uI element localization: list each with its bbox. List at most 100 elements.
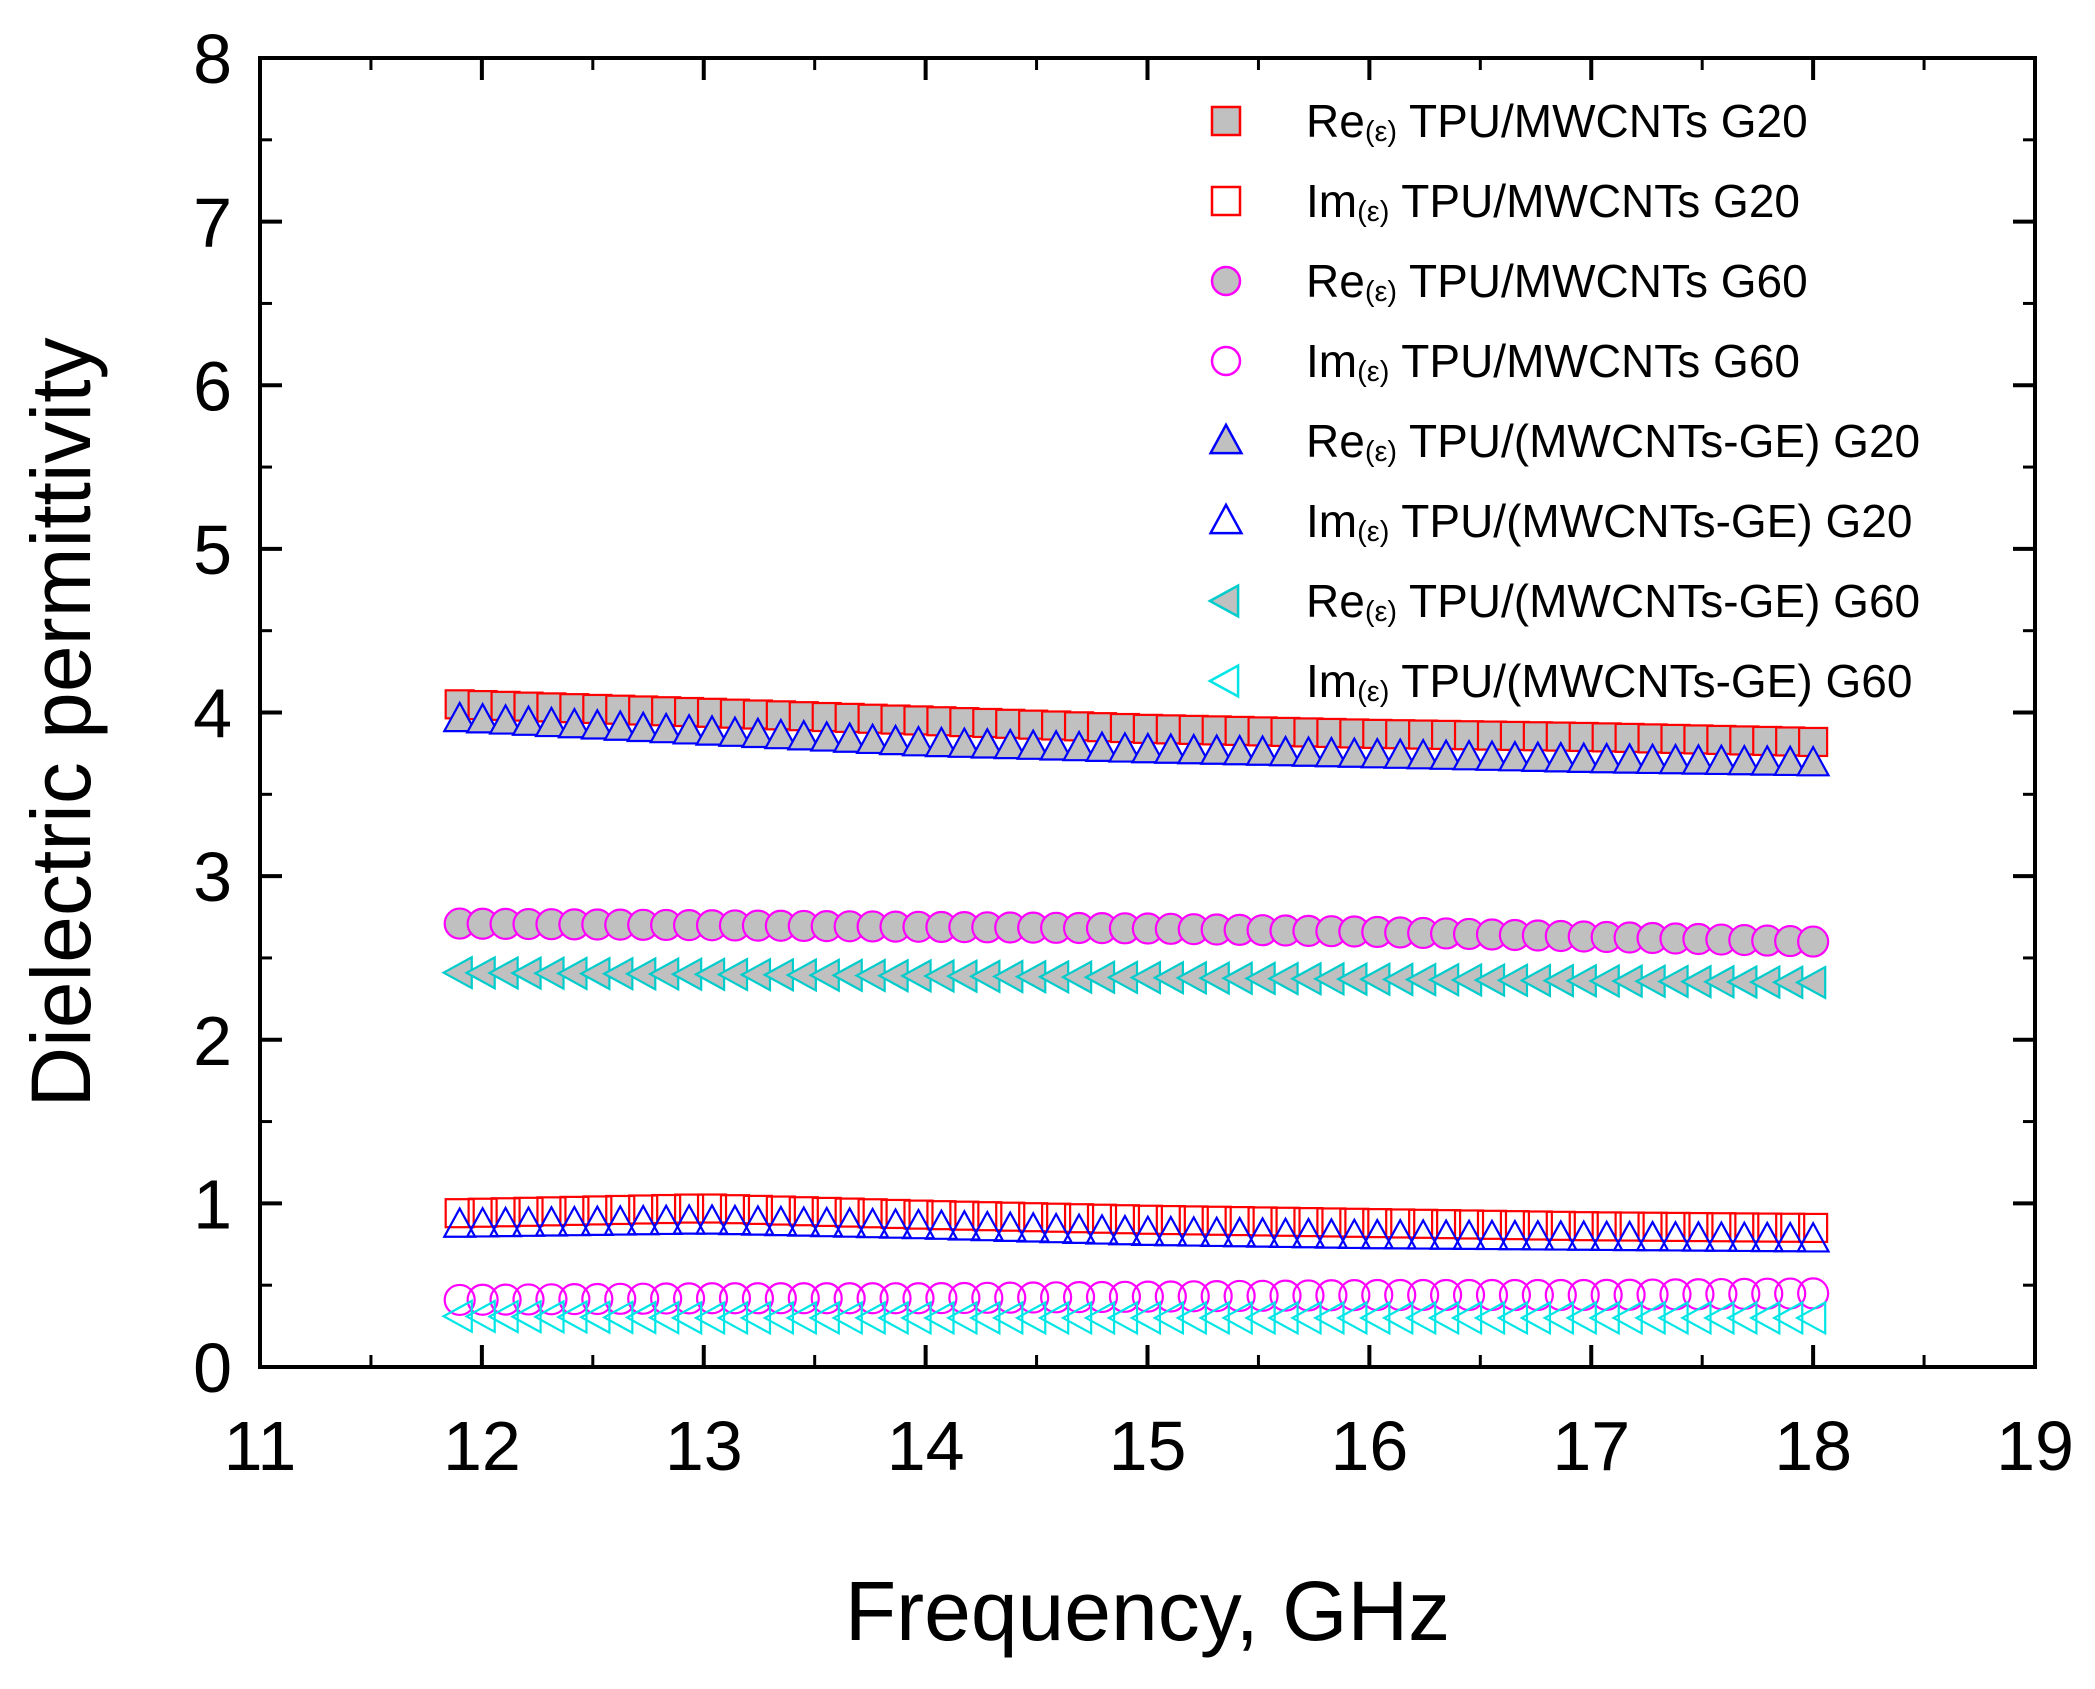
- legend-label-prefix: Im: [1306, 175, 1357, 227]
- data-point: [968, 1300, 1001, 1336]
- data-point: [1428, 1218, 1464, 1250]
- data-point: [581, 1282, 614, 1316]
- data-point: [1038, 729, 1074, 761]
- legend-label-prefix: Re: [1306, 255, 1365, 307]
- data-point: [1018, 1202, 1049, 1233]
- data-point: [1314, 1217, 1349, 1249]
- data-point: [1267, 1300, 1299, 1336]
- data-point: [578, 1299, 611, 1335]
- data-point: [1794, 1300, 1827, 1336]
- data-point: [490, 1197, 521, 1228]
- data-point: [901, 1207, 936, 1240]
- data-point: [1200, 1280, 1233, 1313]
- data-point: [948, 1281, 981, 1315]
- data-point: [1176, 1215, 1212, 1247]
- data-point: [878, 723, 913, 756]
- data-point: [741, 1282, 775, 1315]
- legend-marker-s6: [1208, 502, 1244, 535]
- data-point: [625, 710, 661, 743]
- data-point: [809, 1205, 844, 1238]
- data-point: [1405, 1218, 1441, 1250]
- data-point: [1450, 1300, 1483, 1336]
- data-point: [1085, 1280, 1119, 1314]
- data-point: [765, 1195, 796, 1226]
- legend-label-subscript: (ε): [1365, 436, 1397, 468]
- data-point: [1658, 1219, 1693, 1252]
- data-point: [1037, 1300, 1070, 1336]
- legend-marker-s7: [1207, 583, 1240, 619]
- data-point: [1543, 1219, 1579, 1251]
- data-point: [1748, 1300, 1781, 1336]
- data-point: [1727, 1220, 1762, 1253]
- data-point: [1474, 1218, 1510, 1251]
- x-tick-label: 14: [887, 1407, 965, 1485]
- data-point: [855, 722, 890, 755]
- data-point: [1451, 738, 1487, 771]
- data-point: [534, 705, 569, 738]
- data-point: [1131, 1280, 1164, 1313]
- data-point: [1566, 1219, 1601, 1251]
- data-point: [536, 1196, 567, 1227]
- data-point: [1130, 1214, 1166, 1247]
- legend-label: Re(ε) TPU/MWCNTs G20: [1306, 95, 1808, 148]
- series-s3: [443, 907, 1830, 958]
- legend-item: Im(ε) TPU/MWCNTs G60: [1210, 335, 1800, 388]
- data-point: [558, 1283, 591, 1316]
- data-point: [994, 1281, 1027, 1314]
- legend-label-text: TPU/(MWCNTs-GE) G60: [1397, 575, 1920, 627]
- legend-item: Re(ε) TPU/(MWCNTs-GE) G20: [1208, 415, 1920, 468]
- data-point: [1014, 1300, 1047, 1336]
- data-point: [1794, 965, 1827, 1000]
- data-point: [1749, 744, 1785, 776]
- data-point: [580, 708, 615, 740]
- data-point: [785, 1300, 817, 1336]
- data-point: [1566, 741, 1601, 773]
- data-point: [764, 1282, 797, 1315]
- data-point: [512, 1283, 545, 1316]
- legend-label-subscript: (ε): [1357, 676, 1389, 708]
- data-point: [648, 711, 684, 744]
- data-point: [511, 704, 546, 736]
- data-point: [1312, 1300, 1345, 1336]
- data-point: [1084, 730, 1120, 762]
- data-point: [1245, 1216, 1280, 1248]
- data-point: [535, 1283, 568, 1316]
- data-point: [1775, 1212, 1806, 1243]
- data-point: [810, 1282, 843, 1315]
- data-point: [1795, 744, 1831, 777]
- data-point: [648, 1203, 684, 1236]
- x-tick-label: 15: [1109, 1407, 1187, 1485]
- data-point: [1798, 1212, 1829, 1244]
- data-point: [650, 1282, 683, 1315]
- data-point: [902, 1282, 935, 1315]
- data-point: [696, 1193, 728, 1224]
- data-point: [1269, 1279, 1302, 1312]
- data-point: [1519, 1300, 1552, 1336]
- legend-item: Re(ε) TPU/MWCNTs G60: [1210, 255, 1808, 308]
- data-point: [1061, 1212, 1097, 1244]
- data-point: [533, 1299, 565, 1335]
- y-axis-title: Dielectric permittivity: [14, 337, 108, 1107]
- data-point: [739, 1300, 772, 1336]
- legend-label-text: TPU/MWCNTs G60: [1397, 255, 1808, 307]
- data-point: [740, 716, 776, 749]
- data-point: [1222, 733, 1257, 766]
- data-point: [555, 1299, 588, 1335]
- data-point: [1268, 1216, 1303, 1249]
- data-point: [1588, 1300, 1620, 1336]
- data-point: [971, 1281, 1004, 1314]
- data-point: [926, 1200, 957, 1231]
- data-point: [947, 726, 982, 758]
- data-point: [1178, 1205, 1209, 1236]
- data-point: [1224, 1205, 1255, 1237]
- data-point: [580, 1204, 615, 1236]
- legend-label: Re(ε) TPU/MWCNTs G60: [1306, 255, 1808, 308]
- x-tick-label: 19: [1996, 1407, 2074, 1485]
- data-point: [1704, 1220, 1739, 1252]
- data-point: [947, 1209, 982, 1241]
- data-point: [1729, 1212, 1760, 1243]
- data-point: [1658, 742, 1693, 775]
- legend-label-subscript: (ε): [1365, 596, 1397, 628]
- data-point: [1199, 733, 1234, 765]
